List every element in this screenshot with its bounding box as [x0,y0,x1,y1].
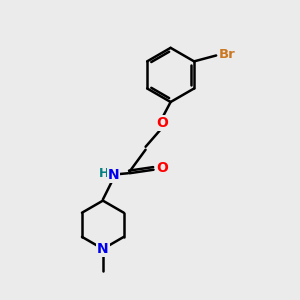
Text: O: O [156,116,168,130]
Text: Br: Br [219,47,236,61]
Text: O: O [156,161,168,175]
Text: N: N [97,242,109,256]
Text: N: N [108,168,119,182]
Text: H: H [99,167,109,180]
